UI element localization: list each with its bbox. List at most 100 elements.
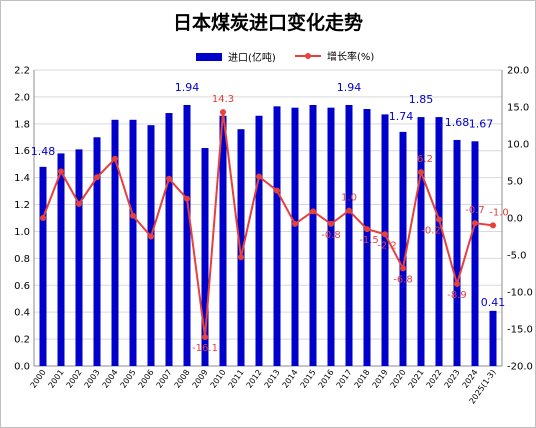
x-tick-label: 2019 <box>371 368 390 390</box>
bar <box>453 139 461 366</box>
bar-data-label: 1.48 <box>31 145 56 158</box>
line-data-label: -0.8 <box>321 230 341 241</box>
growth-point <box>148 233 154 240</box>
bar-data-label: 1.94 <box>337 81 362 94</box>
x-tick-label: 2013 <box>263 368 282 390</box>
x-tick-label: 2016 <box>317 368 336 390</box>
line-data-label: -8.9 <box>447 290 467 301</box>
bar-data-label: 1.67 <box>469 117 494 130</box>
bar <box>327 107 335 366</box>
legend-label-growth: 增长率(%) <box>327 52 375 63</box>
legend-item-growth: 增长率(%) <box>295 48 374 63</box>
y-right-tick-label: 15.0 <box>507 103 529 114</box>
line-data-label: -6.8 <box>393 274 413 285</box>
y-left-tick-label: 0.2 <box>14 335 30 346</box>
x-tick-label: 2018 <box>353 368 372 390</box>
bar <box>255 115 263 366</box>
x-tick-label: 2007 <box>155 368 174 390</box>
y-right-tick-label: 10.0 <box>507 140 529 151</box>
growth-point <box>310 208 316 215</box>
x-tick-label: 2008 <box>173 368 192 390</box>
growth-point <box>472 220 478 227</box>
x-tick-label: 2015 <box>299 368 318 390</box>
x-tick-label: 2005 <box>119 368 138 390</box>
growth-point <box>40 215 46 221</box>
y-left-tick-label: 2.2 <box>14 66 30 77</box>
y-left-tick-label: 0.4 <box>14 308 30 319</box>
y-right-tick-label: 0.0 <box>507 214 523 225</box>
growth-point <box>76 200 82 207</box>
legend: 进口(亿吨) 增长率(%) <box>196 48 390 64</box>
bar <box>57 153 65 366</box>
growth-point <box>256 173 262 180</box>
bar <box>309 104 317 367</box>
x-tick-label: 2002 <box>65 368 84 390</box>
x-tick-label: 2001 <box>47 368 66 390</box>
x-tick-label: 2012 <box>245 368 264 390</box>
bar <box>489 310 497 366</box>
x-tick-label: 2011 <box>227 368 246 390</box>
y-left-tick-label: 1.6 <box>14 146 30 157</box>
x-tick-label: 2020 <box>389 368 408 390</box>
bar-data-label: 1.94 <box>175 81 200 94</box>
x-tick-label: 2022 <box>425 368 444 390</box>
line-data-label: -1.5 <box>359 235 379 246</box>
bar-data-label: 0.41 <box>481 296 506 309</box>
line-data-label: -1.0 <box>489 207 509 218</box>
bar <box>165 113 173 367</box>
x-tick-label: 2006 <box>137 368 156 390</box>
bar <box>201 148 209 366</box>
bar <box>111 119 119 366</box>
growth-point <box>184 195 190 202</box>
growth-point <box>400 265 406 272</box>
x-tick-label: 2014 <box>281 368 300 390</box>
bar <box>471 141 479 366</box>
bar <box>381 114 389 367</box>
bar <box>345 104 353 367</box>
y-right-tick-label: -5.0 <box>507 251 527 262</box>
bar <box>219 115 227 366</box>
y-left-tick-label: 0.6 <box>14 281 30 292</box>
y-left-tick-label: 1.4 <box>14 173 30 184</box>
growth-point <box>202 334 208 341</box>
line-data-label: 14.3 <box>212 94 234 105</box>
line-data-label: -0.7 <box>465 205 485 216</box>
x-tick-label: 2003 <box>83 368 102 390</box>
x-tick-label: 2021 <box>407 368 426 390</box>
bar <box>363 109 371 366</box>
bar-data-label: 1.74 <box>389 110 414 123</box>
x-tick-label: 2004 <box>101 368 120 390</box>
growth-point <box>418 169 424 176</box>
bar <box>273 106 281 366</box>
line-data-label: -0.2 <box>421 225 441 236</box>
line-data-label: 1.0 <box>341 193 357 204</box>
x-tick-label: 2023 <box>443 368 462 390</box>
y-left-tick-label: 1.2 <box>14 200 30 211</box>
y-right-tick-label: 20.0 <box>507 66 529 77</box>
x-tick-label: 2000 <box>29 368 48 390</box>
line-data-label: -16.1 <box>192 343 218 354</box>
line-data-label: 6.2 <box>417 154 433 165</box>
x-tick-label: 2017 <box>335 368 354 390</box>
bar <box>129 119 137 366</box>
chart-title: 日本煤炭进口变化走势 <box>172 12 363 34</box>
y-right-tick-label: -10.0 <box>507 288 533 299</box>
legend-swatch-bar <box>196 52 222 61</box>
growth-point <box>274 187 280 194</box>
bar-data-label: 1.68 <box>445 116 470 129</box>
growth-point <box>436 216 442 223</box>
bar <box>435 117 443 366</box>
x-tick-label: 2010 <box>209 368 228 390</box>
bar <box>147 125 155 366</box>
legend-swatch-line <box>295 51 321 61</box>
growth-point <box>292 220 298 227</box>
y-right-tick-label: -15.0 <box>507 325 533 336</box>
line-data-label: -2.2 <box>377 240 397 251</box>
bar <box>183 104 191 367</box>
growth-point <box>94 174 100 181</box>
bar-data-label: 1.85 <box>409 93 434 106</box>
legend-label-import: 进口(亿吨) <box>228 53 276 64</box>
growth-point <box>364 226 370 233</box>
y-left-tick-label: 1.0 <box>14 227 30 238</box>
